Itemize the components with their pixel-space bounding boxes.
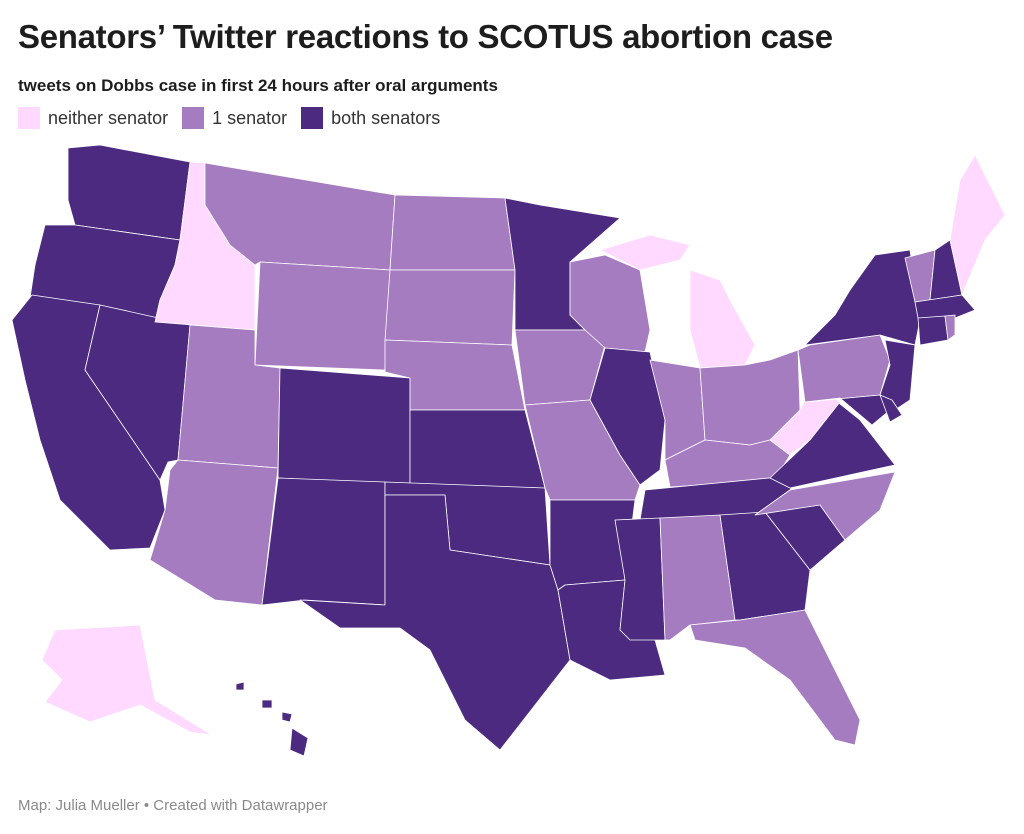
legend-label: neither senator [48, 107, 169, 128]
state-sd[interactable]: SD [384, 269, 516, 346]
state-wa[interactable]: WA [67, 144, 191, 241]
legend-label: both senators [331, 107, 441, 128]
state-ri[interactable]: RI [944, 314, 956, 341]
state-co[interactable]: CO [277, 367, 411, 486]
legend-item-both: both senators [301, 107, 440, 129]
state-fl[interactable]: FL [689, 609, 861, 746]
legend-swatch [18, 107, 40, 129]
state-mi[interactable]: MI [599, 234, 756, 369]
state-ct[interactable]: CT [917, 315, 949, 346]
legend-item-one: 1 senator [182, 107, 287, 129]
footer-credit: Map: Julia Mueller • Created with Datawr… [18, 797, 328, 814]
state-pa[interactable]: PA [797, 334, 891, 403]
state-nm[interactable]: NM [261, 477, 386, 606]
state-de[interactable]: DE [879, 394, 903, 423]
legend-label: 1 senator [212, 107, 288, 128]
legend-swatch [182, 107, 205, 129]
state-wy[interactable]: WY [254, 261, 391, 371]
state-nc[interactable]: NC [754, 471, 896, 541]
state-tx[interactable]: TX [299, 494, 571, 751]
chart-subtitle: tweets on Dobbs case in first 24 hours a… [18, 76, 498, 95]
state-me[interactable]: ME [949, 154, 1006, 296]
chart-title: Senators’ Twitter reactions to SCOTUS ab… [18, 18, 833, 55]
state-ks[interactable]: KS [409, 409, 546, 489]
legend: neither senator 1 senator both senators [18, 107, 440, 129]
state-az[interactable]: AZ [149, 459, 279, 606]
state-nd[interactable]: ND [389, 194, 516, 271]
legend-item-neither: neither senator [18, 107, 168, 129]
state-ak[interactable]: AK [41, 624, 213, 736]
state-ny[interactable]: NY [804, 249, 921, 346]
state-hi[interactable]: HI [235, 681, 309, 757]
state-ia[interactable]: IA [514, 329, 606, 406]
state-md[interactable]: MD [804, 394, 891, 426]
legend-swatch [301, 107, 324, 129]
state-ma[interactable]: MA [914, 294, 976, 321]
